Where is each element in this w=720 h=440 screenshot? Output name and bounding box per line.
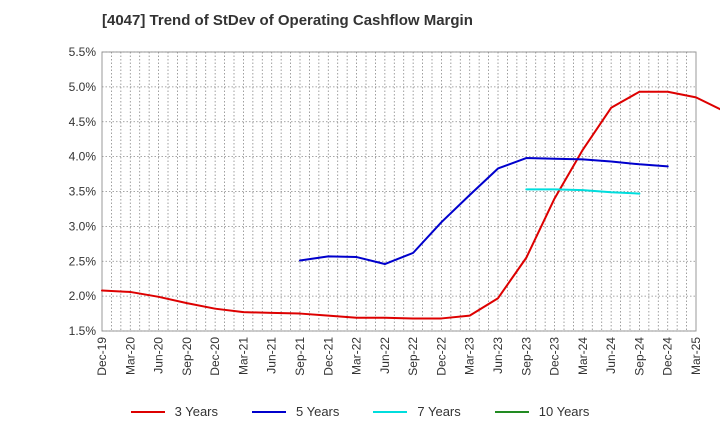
y-tick-label: 5.0% bbox=[69, 80, 97, 94]
y-tick-label: 4.5% bbox=[69, 115, 97, 129]
legend-swatch bbox=[373, 410, 408, 413]
series-line-3-years bbox=[101, 90, 720, 320]
x-tick-label: Sep-20 bbox=[180, 337, 194, 376]
legend-item: 7 Years bbox=[373, 404, 461, 419]
legend-item: 10 Years bbox=[494, 404, 590, 419]
y-tick-label: 2.0% bbox=[69, 289, 97, 303]
x-tick-label: Dec-23 bbox=[548, 337, 562, 376]
series-line-5-years bbox=[299, 157, 669, 266]
y-tick-label: 1.5% bbox=[69, 324, 97, 338]
y-tick-label: 5.5% bbox=[69, 45, 97, 59]
series-line-7-years bbox=[525, 188, 641, 195]
x-tick-label: Dec-20 bbox=[208, 337, 222, 376]
y-tick-label: 3.0% bbox=[69, 219, 97, 233]
x-tick-label: Jun-21 bbox=[265, 337, 279, 374]
y-axis: 5.5% 5.0% 4.5% 4.0% 3.5% 3.0% 2.5% 2.0% 1.5% bbox=[69, 45, 97, 338]
x-tick-label: Jun-23 bbox=[491, 337, 505, 374]
x-tick-label: Sep-23 bbox=[519, 337, 533, 376]
x-tick-label: Jun-20 bbox=[152, 337, 166, 374]
x-axis: Dec-19 Mar-20 Jun-20 Sep-20 Dec-20 Mar-21 Jun-… bbox=[95, 337, 703, 376]
y-tick-label: 4.0% bbox=[69, 150, 97, 164]
x-tick-label: Sep-24 bbox=[632, 337, 646, 376]
series-lines bbox=[101, 90, 720, 320]
x-tick-label: Mar-22 bbox=[350, 337, 364, 375]
legend-label: 10 Years bbox=[538, 404, 590, 419]
y-tick-label: 2.5% bbox=[69, 254, 97, 268]
x-tick-label: Mar-25 bbox=[689, 337, 703, 375]
legend-item: 5 Years bbox=[252, 404, 339, 419]
legend-label: 3 Years bbox=[174, 404, 218, 419]
legend-swatch bbox=[252, 410, 286, 413]
x-tick-label: Mar-20 bbox=[123, 337, 137, 375]
x-tick-label: Mar-23 bbox=[463, 337, 477, 375]
legend: 3 Years 5 Years 7 Years 10 Years bbox=[0, 404, 720, 419]
x-tick-label: Dec-21 bbox=[321, 337, 335, 376]
x-tick-label: Mar-24 bbox=[576, 337, 590, 375]
y-tick-label: 3.5% bbox=[69, 185, 97, 199]
legend-swatch bbox=[494, 410, 529, 413]
x-tick-label: Dec-22 bbox=[434, 337, 448, 376]
x-tick-label: Mar-21 bbox=[236, 337, 250, 375]
x-tick-label: Sep-22 bbox=[406, 337, 420, 376]
legend-swatch bbox=[130, 410, 165, 413]
x-tick-label: Jun-24 bbox=[604, 337, 618, 374]
x-tick-label: Sep-21 bbox=[293, 337, 307, 376]
legend-label: 5 Years bbox=[296, 404, 340, 419]
chart-title: [4047] Trend of StDev of Operating Cashf… bbox=[102, 12, 473, 29]
x-tick-label: Dec-24 bbox=[661, 337, 675, 376]
legend-item: 3 Years bbox=[130, 404, 218, 419]
grid bbox=[102, 51, 696, 332]
legend-label: 7 Years bbox=[417, 404, 461, 419]
x-tick-label: Jun-22 bbox=[378, 337, 392, 374]
x-tick-label: Dec-19 bbox=[95, 337, 109, 376]
